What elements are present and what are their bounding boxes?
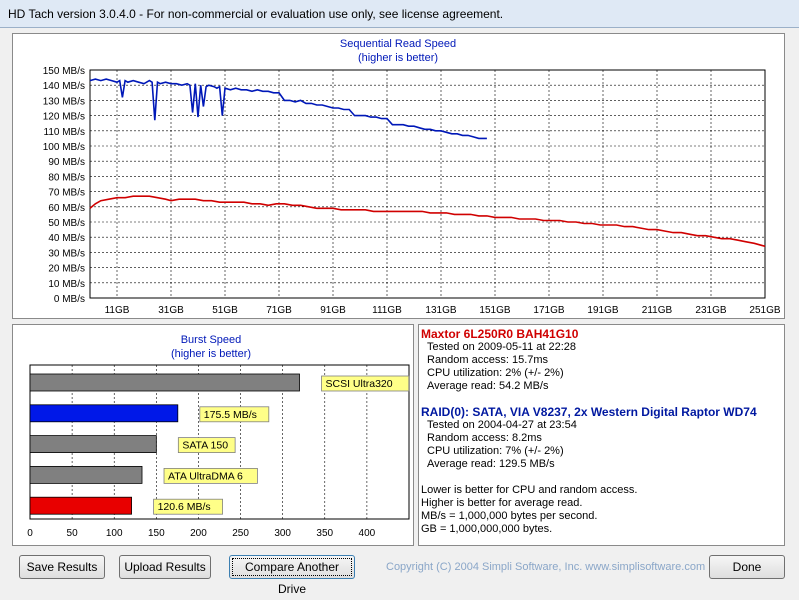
seq-y-tick-label: 120 MB/s — [43, 112, 85, 123]
seq-x-tick-label: 251GB — [749, 305, 780, 316]
drive2-average-read: Average read: 129.5 MB/s — [427, 458, 555, 470]
burst-label-box — [177, 437, 236, 453]
seq-y-tick-label: 50 MB/s — [48, 218, 85, 229]
burst-x-tick-label: 150 — [148, 528, 165, 539]
drive1-header: Maxtor 6L250R0 BAH41G10 — [421, 327, 579, 341]
drive2-tested: Tested on 2004-04-27 at 23:54 — [427, 419, 577, 431]
seq-y-tick-label: 0 MB/s — [54, 294, 85, 305]
seq-y-tick-label: 30 MB/s — [48, 248, 85, 259]
done-button[interactable]: Done — [709, 555, 785, 579]
seq-x-tick-label: 131GB — [425, 305, 456, 316]
sequential-read-chart: Sequential Read Speed (higher is better)… — [43, 38, 781, 316]
seq-x-tick-label: 191GB — [587, 305, 618, 316]
seq-y-tick-label: 140 MB/s — [43, 81, 85, 92]
seq-y-tick-label: 100 MB/s — [43, 142, 85, 153]
burst-speed-panel: Burst Speed (higher is better) SCSI Ultr… — [12, 324, 414, 546]
seq-series-raid-line — [89, 78, 487, 140]
seq-y-tick-label: 130 MB/s — [43, 96, 85, 107]
drive2-cpu: CPU utilization: 7% (+/- 2%) — [427, 445, 564, 457]
seq-y-tick-label: 40 MB/s — [48, 233, 85, 244]
burst-x-tick-label: 300 — [274, 528, 291, 539]
burst-bar-label: ATA UltraDMA 6 — [168, 470, 243, 482]
burst-x-tick-label: 0 — [27, 528, 33, 539]
burst-x-tick-label: 400 — [359, 528, 376, 539]
window-title: HD Tach version 3.0.4.0 - For non-commer… — [8, 7, 504, 21]
burst-bar — [29, 373, 300, 392]
burst-speed-chart: Burst Speed (higher is better) SCSI Ultr… — [27, 334, 410, 539]
note-cpu-random: Lower is better for CPU and random acces… — [421, 484, 638, 496]
burst-bar-label: SATA 150 — [182, 440, 228, 452]
burst-bar — [29, 465, 143, 484]
save-results-button[interactable]: Save Results — [19, 555, 105, 579]
drive2-random-access: Random access: 8.2ms — [427, 432, 542, 444]
seq-y-tick-label: 70 MB/s — [48, 188, 85, 199]
seq-chart-title: Sequential Read Speed — [340, 38, 456, 50]
seq-x-tick-label: 211GB — [642, 305, 673, 316]
burst-x-tick-label: 250 — [232, 528, 249, 539]
copyright-text: Copyright (C) 2004 Simpli Software, Inc.… — [386, 561, 706, 573]
drive1-average-read: Average read: 54.2 MB/s — [427, 380, 549, 392]
note-gb-definition: GB = 1,000,000,000 bytes. — [421, 523, 553, 535]
burst-bar — [29, 435, 157, 453]
burst-label-box — [199, 406, 270, 423]
burst-x-tick-label: 200 — [190, 528, 207, 539]
seq-chart-subtitle: (higher is better) — [358, 52, 438, 64]
seq-x-tick-label: 51GB — [212, 305, 238, 316]
drive1-tested: Tested on 2009-05-11 at 22:28 — [427, 341, 577, 353]
compare-another-drive-button[interactable]: Compare Another Drive — [229, 555, 355, 596]
sequential-read-panel: Sequential Read Speed (higher is better)… — [12, 33, 785, 319]
note-average-read: Higher is better for average read. — [421, 497, 583, 509]
seq-y-tick-label: 20 MB/s — [48, 264, 85, 275]
seq-y-tick-label: 60 MB/s — [48, 203, 85, 214]
burst-x-tick-label: 50 — [67, 528, 79, 539]
seq-x-tick-label: 11GB — [105, 305, 130, 316]
title-bar: HD Tach version 3.0.4.0 - For non-commer… — [0, 0, 799, 28]
seq-x-tick-label: 31GB — [158, 305, 184, 316]
seq-x-tick-label: 71GB — [266, 305, 292, 316]
seq-x-tick-label: 91GB — [320, 305, 346, 316]
seq-series-maxtor-line — [89, 195, 766, 248]
drive1-cpu: CPU utilization: 2% (+/- 2%) — [427, 367, 564, 379]
seq-x-tick-label: 111GB — [372, 305, 402, 316]
seq-x-tick-label: 171GB — [533, 305, 564, 316]
burst-chart-title: Burst Speed — [181, 334, 242, 346]
seq-y-tick-label: 150 MB/s — [43, 66, 85, 77]
seq-y-tick-label: 10 MB/s — [48, 279, 85, 290]
burst-label-box — [153, 498, 223, 515]
burst-bar — [29, 404, 179, 423]
drive1-random-access: Random access: 15.7ms — [427, 354, 549, 366]
seq-y-tick-label: 90 MB/s — [48, 157, 85, 168]
burst-bar-label: 120.6 MB/s — [158, 501, 211, 513]
note-mbs-definition: MB/s = 1,000,000 bytes per second. — [421, 510, 598, 522]
burst-label-box — [163, 467, 258, 484]
seq-y-tick-label: 80 MB/s — [48, 172, 85, 183]
seq-x-tick-label: 231GB — [695, 305, 726, 316]
burst-label-box — [321, 375, 410, 392]
burst-x-tick-label: 350 — [316, 528, 333, 539]
seq-x-tick-label: 151GB — [479, 305, 510, 316]
drive2-header: RAID(0): SATA, VIA V8237, 2x Western Dig… — [421, 405, 757, 419]
burst-x-tick-label: 100 — [106, 528, 123, 539]
burst-bar-label: SCSI Ultra320 — [326, 378, 393, 390]
burst-chart-subtitle: (higher is better) — [171, 348, 251, 360]
results-info-panel: Maxtor 6L250R0 BAH41G10 Tested on 2009-0… — [418, 324, 785, 546]
upload-results-button[interactable]: Upload Results — [119, 555, 211, 579]
burst-bar-label: 175.5 MB/s — [204, 409, 257, 421]
burst-bar — [29, 496, 132, 515]
seq-plot-area — [89, 69, 766, 299]
seq-y-tick-label: 110 MB/s — [44, 127, 86, 138]
